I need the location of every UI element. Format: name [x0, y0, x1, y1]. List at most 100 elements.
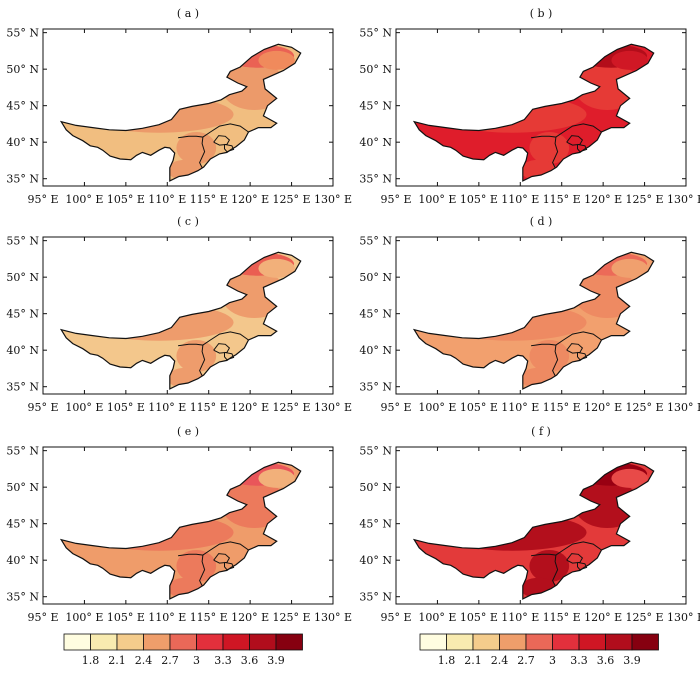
lon-tick-label: 115° E [543, 193, 581, 206]
colorbar-label: 1.8 [82, 654, 100, 667]
colorbar-label: 2.1 [108, 654, 126, 667]
lat-tick-label: 45° N [6, 100, 39, 113]
map-frame [395, 28, 687, 187]
lon-tick-label: 130° E [314, 611, 352, 624]
colorbar-swatch [196, 633, 224, 651]
province-boundary [531, 553, 559, 586]
lon-tick-label: 120° E [231, 401, 269, 414]
province-boundary [178, 553, 206, 586]
lat-tick-label: 35° N [359, 591, 392, 604]
lat-tick-label: 45° N [6, 518, 39, 531]
panel-label: ( f ) [531, 425, 551, 438]
colorbar-label: 3.3 [214, 654, 232, 667]
lon-tick-label: 110° E [148, 611, 186, 624]
lon-tick-label: 100° E [65, 611, 103, 624]
colorbar-label: 3 [549, 654, 556, 667]
value-patch [611, 468, 648, 488]
value-patch [574, 481, 641, 529]
province-boundary [555, 541, 602, 556]
lon-tick-label: 105° E [460, 611, 498, 624]
lat-tick-label: 40° N [6, 344, 39, 357]
value-patch [221, 481, 288, 529]
region-outline [59, 251, 302, 390]
lon-tick-label: 130° E [314, 193, 352, 206]
value-patch [84, 514, 234, 551]
value-patch [176, 131, 217, 165]
colorbar-label: 2.1 [464, 654, 482, 667]
value-patch [437, 96, 587, 133]
province-boundary [213, 553, 231, 564]
lat-tick-label: 35° N [6, 381, 39, 394]
lon-tick-label: 100° E [65, 401, 103, 414]
panel-label: ( c ) [177, 215, 199, 228]
panel-label: ( e ) [177, 425, 199, 438]
map-panel: ( b ) 35° N 40° N 45° N 50° N 55° N 95° E 100° … [359, 7, 700, 206]
lat-tick-label: 35° N [6, 591, 39, 604]
region-outline [412, 43, 655, 182]
lon-tick-label: 125° E [626, 611, 664, 624]
lon-tick-label: 110° E [148, 193, 186, 206]
province-boundary [566, 135, 584, 146]
colorbar: 1.8 2.1 2.4 2.7 3 3.3 3.6 3.9 [419, 633, 659, 667]
province-boundary [577, 561, 588, 571]
province-boundary [555, 123, 602, 138]
province-boundary [202, 331, 249, 346]
lat-tick-label: 50° N [359, 271, 392, 284]
lon-tick-label: 120° E [584, 611, 622, 624]
lat-tick-label: 40° N [6, 136, 39, 149]
colorbar-swatch [275, 633, 303, 651]
lat-tick-label: 45° N [359, 100, 392, 113]
lon-tick-label: 130° E [667, 193, 700, 206]
lon-tick-label: 120° E [584, 193, 622, 206]
colorbar-label: 1.8 [438, 654, 456, 667]
panel-label: ( a ) [177, 7, 199, 20]
colorbar-swatch [605, 633, 633, 651]
lat-tick-label: 40° N [359, 136, 392, 149]
value-patch [258, 468, 295, 488]
colorbar: 1.8 2.1 2.4 2.7 3 3.3 3.6 3.9 [63, 633, 303, 667]
lat-tick-label: 50° N [6, 481, 39, 494]
map-frame [42, 446, 334, 605]
lat-tick-label: 45° N [359, 518, 392, 531]
value-patch [574, 271, 641, 319]
lat-tick-label: 55° N [6, 27, 39, 40]
value-patch [611, 258, 648, 278]
lat-tick-label: 40° N [359, 344, 392, 357]
province-boundary [566, 553, 584, 564]
map-panel: ( c ) 35° N 40° N 45° N 50° N 55° N 95° E 100° … [6, 215, 352, 414]
lat-tick-label: 55° N [359, 27, 392, 40]
lon-tick-label: 95° E [380, 611, 411, 624]
value-patch [611, 50, 648, 70]
lat-tick-label: 40° N [6, 554, 39, 567]
map-panel: ( f ) 35° N 40° N 45° N 50° N 55° N 95° E 100° … [359, 425, 700, 624]
province-boundary [577, 351, 588, 361]
colorbar-swatch [169, 633, 197, 651]
value-patch [574, 63, 641, 111]
lon-tick-label: 115° E [190, 401, 228, 414]
province-boundary [531, 343, 559, 376]
lon-tick-label: 120° E [231, 611, 269, 624]
lon-tick-label: 120° E [584, 401, 622, 414]
lon-tick-label: 125° E [626, 401, 664, 414]
province-boundary [224, 351, 235, 361]
colorbar-swatch [499, 633, 527, 651]
value-patch [437, 514, 587, 551]
lon-tick-label: 125° E [273, 401, 311, 414]
value-patch [176, 339, 217, 373]
map-frame [42, 236, 334, 395]
colorbar-label: 3.9 [623, 654, 641, 667]
province-boundary [555, 331, 602, 346]
lat-tick-label: 40° N [359, 554, 392, 567]
province-boundary [224, 143, 235, 153]
lat-tick-label: 50° N [6, 63, 39, 76]
value-patch [84, 304, 234, 341]
lat-tick-label: 50° N [6, 271, 39, 284]
province-boundary [224, 561, 235, 571]
region-outline [59, 461, 302, 600]
value-patch [529, 549, 570, 583]
lat-tick-label: 35° N [6, 173, 39, 186]
lon-tick-label: 110° E [148, 401, 186, 414]
map-panel: ( a ) 35° N 40° N 45° N 50° N 55° N 95° E 100° … [6, 7, 352, 206]
colorbar-swatch [446, 633, 474, 651]
